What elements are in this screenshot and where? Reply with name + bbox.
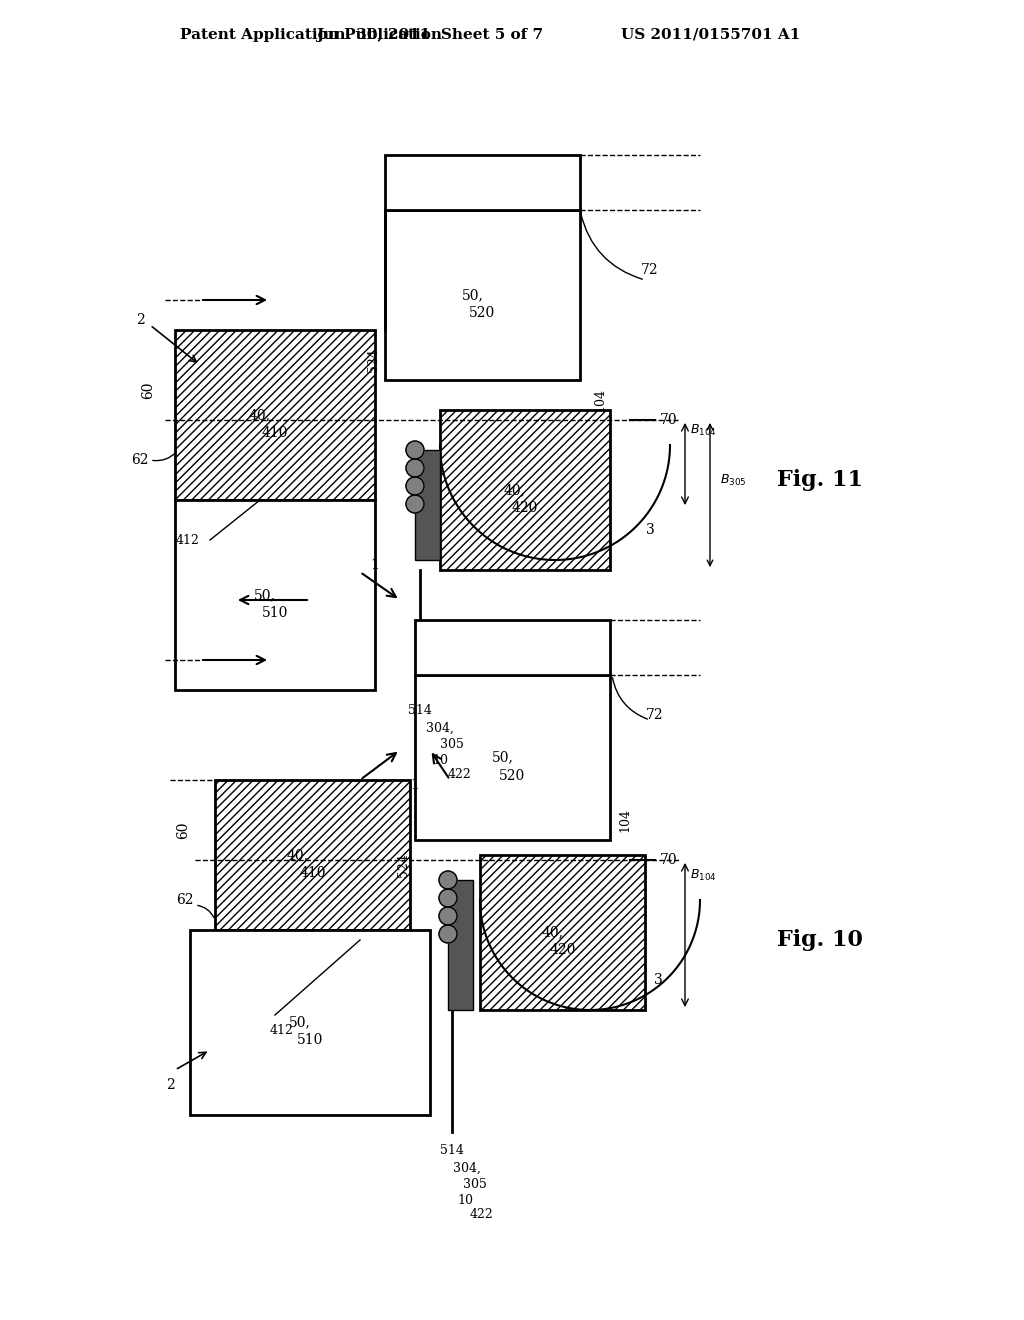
Text: 72: 72	[641, 263, 658, 277]
Bar	[385, 154, 580, 210]
Bar	[449, 880, 473, 1010]
Text: 524: 524	[397, 853, 410, 876]
Text: 510: 510	[297, 1034, 324, 1048]
Text: 72: 72	[646, 708, 664, 722]
Text: 62: 62	[131, 453, 148, 467]
Text: Fig. 11: Fig. 11	[777, 469, 863, 491]
Bar	[480, 855, 645, 1010]
Text: Patent Application Publication: Patent Application Publication	[180, 28, 442, 42]
Text: 2: 2	[166, 1078, 174, 1092]
Bar	[175, 330, 375, 500]
Text: 2: 2	[135, 313, 144, 327]
Text: 40,: 40,	[542, 925, 563, 940]
Circle shape	[406, 495, 424, 513]
Text: US 2011/0155701 A1: US 2011/0155701 A1	[621, 28, 800, 42]
Bar	[215, 780, 410, 931]
Text: 305: 305	[440, 738, 464, 751]
Text: 50,: 50,	[289, 1015, 311, 1030]
Bar	[415, 675, 610, 840]
Text: 305: 305	[463, 1177, 487, 1191]
Text: 520: 520	[500, 768, 525, 783]
Circle shape	[439, 907, 457, 925]
Text: 70: 70	[660, 853, 678, 867]
Text: 524: 524	[367, 348, 380, 372]
Text: 1: 1	[411, 777, 420, 792]
Text: 420: 420	[549, 944, 575, 957]
Circle shape	[439, 925, 457, 942]
Text: 40,: 40,	[504, 483, 526, 498]
Text: 40,: 40,	[287, 847, 308, 862]
Text: 514: 514	[440, 1143, 464, 1156]
Text: 410: 410	[299, 866, 326, 880]
Text: 514: 514	[408, 704, 432, 717]
Bar	[415, 620, 610, 675]
Bar	[415, 450, 440, 560]
Bar	[440, 411, 610, 570]
Text: 412: 412	[270, 1023, 294, 1036]
Circle shape	[439, 888, 457, 907]
Text: 60: 60	[141, 381, 155, 399]
Text: 10: 10	[457, 1193, 473, 1206]
Text: 422: 422	[470, 1209, 494, 1221]
Text: 3: 3	[645, 523, 654, 537]
Text: 70: 70	[660, 413, 678, 426]
Text: 50,: 50,	[462, 288, 483, 302]
Text: 104: 104	[594, 388, 606, 412]
Text: $B_{305}$: $B_{305}$	[720, 473, 746, 487]
Text: $B_{104}$: $B_{104}$	[690, 422, 717, 437]
Text: $B_{104}$: $B_{104}$	[690, 867, 717, 883]
Circle shape	[406, 459, 424, 477]
Text: 50,: 50,	[492, 751, 513, 764]
Text: 510: 510	[262, 606, 288, 620]
Bar	[385, 210, 580, 380]
Text: 10: 10	[432, 754, 449, 767]
Text: 60: 60	[176, 821, 190, 838]
Text: 3: 3	[653, 973, 663, 987]
Circle shape	[406, 441, 424, 459]
Text: 410: 410	[262, 426, 288, 440]
Text: 62: 62	[176, 894, 194, 907]
Text: 104: 104	[618, 808, 632, 832]
Text: 1: 1	[371, 558, 380, 572]
Circle shape	[406, 477, 424, 495]
Text: 520: 520	[469, 306, 496, 319]
Text: 304,: 304,	[453, 1162, 481, 1175]
Text: Fig. 10: Fig. 10	[777, 929, 863, 950]
Bar	[175, 500, 375, 690]
Text: 412: 412	[176, 533, 200, 546]
Bar	[190, 931, 430, 1115]
Text: 420: 420	[512, 502, 539, 515]
Text: 422: 422	[449, 768, 472, 781]
Text: 40,: 40,	[249, 408, 271, 422]
Circle shape	[439, 871, 457, 888]
Text: Jun. 30, 2011  Sheet 5 of 7: Jun. 30, 2011 Sheet 5 of 7	[316, 28, 544, 42]
Text: 304,: 304,	[426, 722, 454, 734]
Text: 50,: 50,	[254, 587, 275, 602]
